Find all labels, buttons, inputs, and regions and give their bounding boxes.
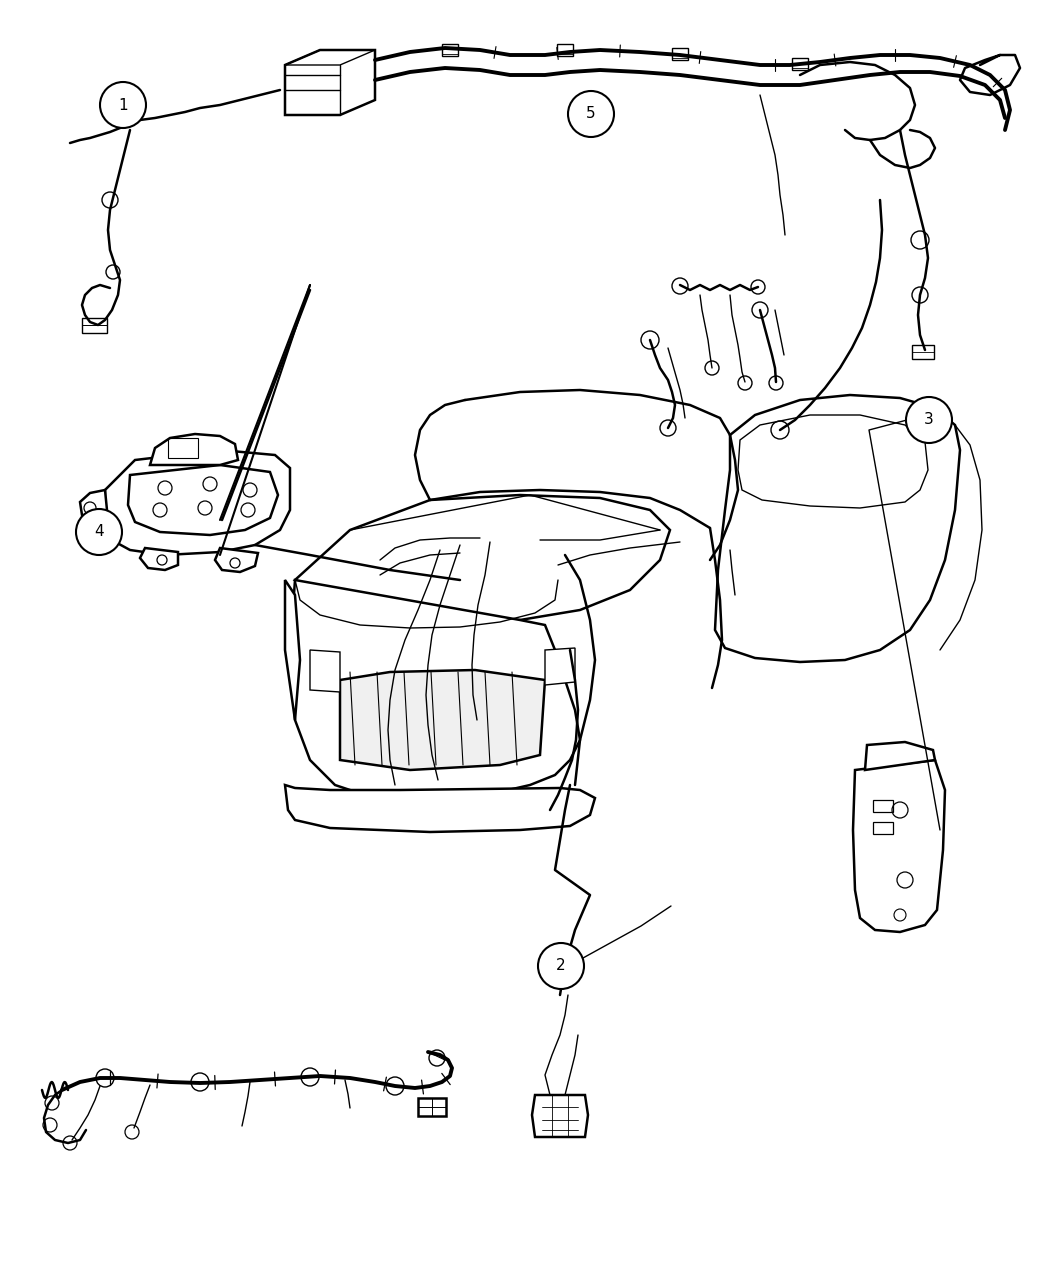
Bar [442,45,458,56]
Bar [672,48,688,60]
Polygon shape [310,650,340,692]
Polygon shape [295,495,670,620]
Polygon shape [545,648,575,685]
Polygon shape [853,760,945,932]
Polygon shape [285,785,595,833]
Bar [556,45,573,56]
Bar [912,346,935,360]
Circle shape [538,944,584,989]
Polygon shape [715,395,960,662]
Text: 2: 2 [556,959,566,974]
Text: 3: 3 [924,413,933,427]
Circle shape [568,91,614,136]
Text: 5: 5 [586,107,595,121]
Polygon shape [215,548,258,572]
Polygon shape [865,742,934,770]
Circle shape [906,397,952,442]
Polygon shape [285,580,300,720]
Polygon shape [140,548,178,570]
Bar [168,439,198,458]
Bar [873,822,892,834]
Polygon shape [285,50,375,115]
Bar [418,1098,446,1116]
Polygon shape [128,465,278,536]
Polygon shape [80,490,108,521]
Text: 1: 1 [119,97,128,112]
Bar [82,317,107,333]
Polygon shape [150,434,238,465]
Bar [873,799,892,812]
Text: 4: 4 [94,524,104,539]
Polygon shape [532,1095,588,1137]
Polygon shape [340,669,545,770]
Circle shape [76,509,122,555]
Polygon shape [105,450,290,555]
Polygon shape [738,414,928,507]
Polygon shape [290,580,580,799]
Bar [792,57,809,70]
Circle shape [100,82,146,128]
